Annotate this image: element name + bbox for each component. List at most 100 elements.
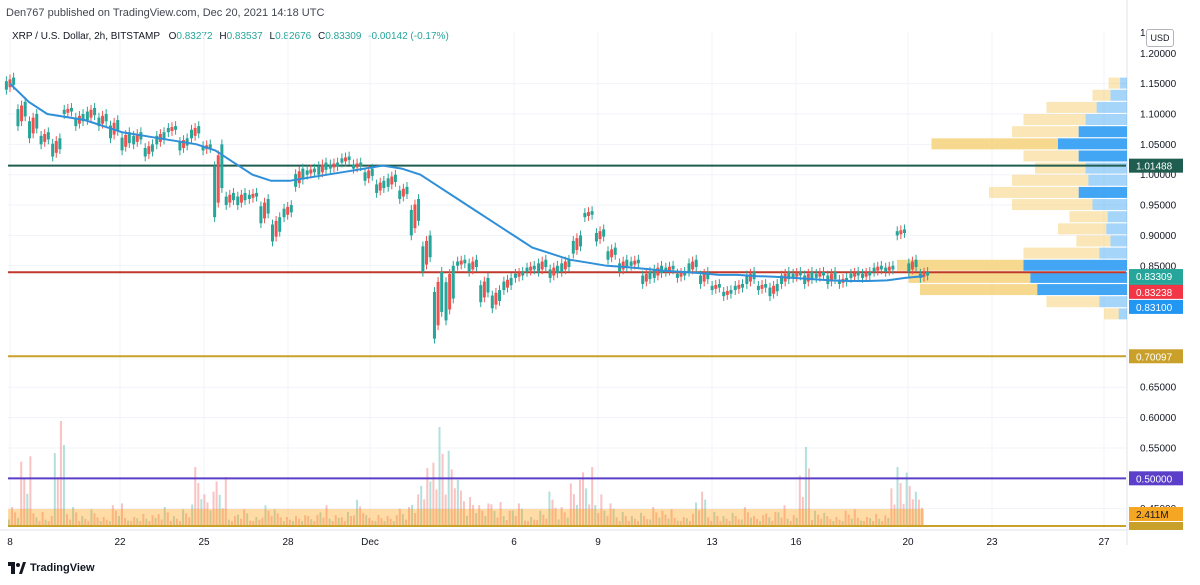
tradingview-footer[interactable]: TradingView [8, 562, 95, 574]
candle-body [552, 267, 556, 276]
volume-layer [8, 420, 924, 527]
volume-bar [481, 510, 484, 527]
x-tick-label: 22 [114, 537, 126, 548]
candle-body [382, 180, 386, 189]
price-chart[interactable]: 1.15000 1.10000 1.05000 1.00000 0.95000 0.900… [0, 0, 1200, 560]
volume-bar [899, 483, 902, 527]
volume-bar [114, 510, 117, 527]
candle-body [440, 271, 444, 312]
volume-bar [597, 513, 600, 527]
candle-body [745, 275, 749, 284]
volume-bar [917, 499, 920, 527]
volume-bar [359, 506, 362, 527]
volume-bar [569, 483, 572, 527]
volume-bar [301, 521, 304, 527]
volume-bar [178, 521, 181, 527]
volume-bar [417, 494, 420, 527]
candle-body [907, 263, 911, 272]
vp-row-up [1023, 150, 1079, 162]
vp-row-down [1088, 174, 1127, 186]
vp-row-down [1106, 223, 1127, 235]
volume-bar [682, 517, 685, 527]
volume-bar [383, 521, 386, 527]
vp-low-price-label: 0.83100 [1136, 303, 1173, 314]
volume-bar [905, 472, 908, 527]
candle-body [833, 271, 837, 280]
volume-bar [233, 516, 236, 527]
volume-bar [328, 518, 331, 527]
volume-bar [768, 517, 771, 527]
volume-bar [606, 515, 609, 527]
candle-body [772, 285, 776, 294]
volume-bar [798, 475, 801, 527]
candle-body [567, 259, 571, 267]
volume-bar [432, 462, 435, 527]
volume-bar [688, 521, 691, 527]
volume-bar [215, 481, 218, 527]
footer-brand: TradingView [30, 562, 95, 574]
volume-bar [456, 479, 459, 527]
volume-bar [72, 507, 75, 527]
candle-body [725, 290, 729, 295]
volume-bar [307, 516, 310, 527]
candle-body [891, 265, 895, 270]
candle-body [540, 261, 544, 270]
ma-level-price-label: 0.50000 [1136, 474, 1173, 485]
volume-bar [633, 518, 636, 527]
volume-bar [514, 515, 517, 527]
price-axis[interactable]: 1.15000 1.10000 1.05000 1.00000 0.95000 0.900… [1140, 28, 1177, 515]
candle-body [224, 196, 228, 206]
volume-bar [346, 512, 349, 527]
candle-body [856, 271, 860, 276]
volume-bar [548, 491, 551, 527]
candle-body [818, 272, 822, 277]
volume-bar [371, 520, 374, 527]
candle-body [220, 144, 224, 189]
volume-bar [35, 517, 38, 527]
candle-body [525, 267, 529, 272]
volume-bar [542, 514, 545, 527]
current-price-label-box [1129, 269, 1183, 284]
candle-body [282, 208, 286, 218]
volume-bar [582, 472, 585, 527]
candle-body [375, 184, 379, 193]
volume-bar [749, 517, 752, 527]
resistance-price-label: 1.01488 [1136, 162, 1173, 173]
volume-bar [838, 519, 841, 527]
candle-body [652, 269, 656, 278]
candle-body [602, 229, 606, 237]
volume-bar [557, 519, 560, 527]
candle-body [62, 109, 66, 114]
candle-body [398, 190, 402, 199]
candle-body [548, 269, 552, 278]
candle-body [714, 284, 718, 289]
candle-body [351, 164, 355, 169]
volume-bar [316, 515, 319, 527]
vp-row-up [920, 284, 1038, 296]
candle-body [910, 261, 914, 270]
vp-low-price-label-box [1129, 299, 1183, 314]
candle-body [456, 261, 460, 266]
candle-body [428, 235, 432, 258]
volume-bar [441, 453, 444, 527]
volume-bar [533, 519, 536, 527]
volume-bar [578, 479, 581, 527]
volume-profile [897, 77, 1127, 320]
volume-bar [466, 515, 468, 527]
candle-body [405, 186, 409, 195]
time-axis[interactable]: 8 22 25 28 Dec 6 9 13 16 20 23 27 [7, 537, 1110, 548]
volume-bar [148, 521, 151, 527]
volume-bar [774, 512, 777, 527]
volume-bar [572, 494, 575, 527]
candle-body [201, 146, 205, 151]
volume-label-box [1129, 507, 1183, 521]
currency-button[interactable]: USD [1146, 29, 1174, 47]
volume-bar [600, 494, 603, 527]
volume-bar [279, 517, 282, 527]
candle-body [216, 155, 220, 203]
volume-bar [643, 516, 646, 527]
vp-row-down [1120, 77, 1127, 89]
horizontal-levels[interactable] [8, 164, 1126, 527]
volume-bar [11, 507, 14, 527]
candle-body [35, 113, 39, 129]
